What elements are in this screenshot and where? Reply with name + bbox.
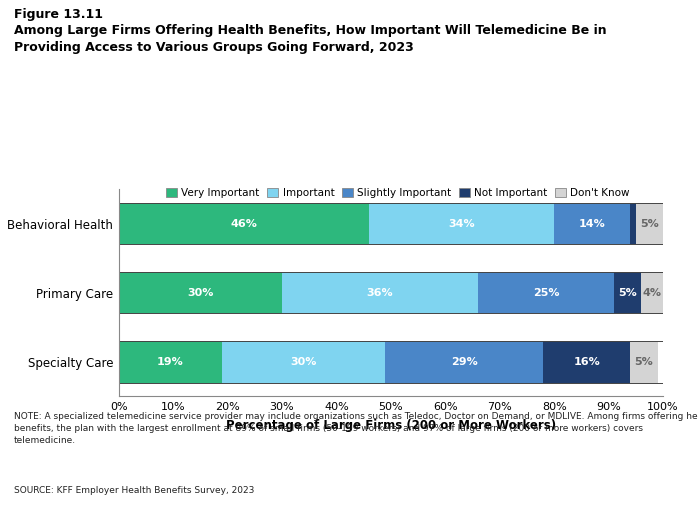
Text: 14%: 14% [579,218,606,228]
Text: 30%: 30% [290,357,317,367]
Bar [385,341,543,383]
Text: SOURCE: KFF Employer Health Benefits Survey, 2023: SOURCE: KFF Employer Health Benefits Sur… [14,486,254,495]
Text: 46%: 46% [230,218,258,228]
Text: 5%: 5% [618,288,637,298]
Bar [478,272,614,313]
Text: 25%: 25% [533,288,559,298]
Bar [614,272,641,313]
Text: Among Large Firms Offering Health Benefits, How Important Will Telemedicine Be i: Among Large Firms Offering Health Benefi… [14,24,607,54]
Bar [369,203,554,244]
Text: NOTE: A specialized telemedicine service provider may include organizations such: NOTE: A specialized telemedicine service… [14,412,698,445]
Bar [630,203,636,244]
Bar [119,203,663,244]
Bar [222,341,385,383]
Text: 16%: 16% [574,357,600,367]
Bar [554,203,630,244]
Text: Figure 13.11: Figure 13.11 [14,8,103,21]
X-axis label: Percentage of Large Firms (200 or More Workers): Percentage of Large Firms (200 or More W… [226,419,556,432]
Bar [119,341,222,383]
Text: 5%: 5% [640,218,659,228]
Legend: Very Important, Important, Slightly Important, Not Important, Don't Know: Very Important, Important, Slightly Impo… [162,184,634,202]
Text: 4%: 4% [643,288,662,298]
Bar [543,341,630,383]
Bar [282,272,478,313]
Bar [641,272,663,313]
Text: 19%: 19% [157,357,184,367]
Bar [119,272,663,313]
Bar [636,203,663,244]
Bar [119,341,663,383]
Text: 30%: 30% [187,288,214,298]
Text: 36%: 36% [366,288,393,298]
Bar [630,341,658,383]
Text: 5%: 5% [634,357,653,367]
Bar [119,272,282,313]
Text: 29%: 29% [451,357,477,367]
Bar [119,203,369,244]
Text: 34%: 34% [448,218,475,228]
